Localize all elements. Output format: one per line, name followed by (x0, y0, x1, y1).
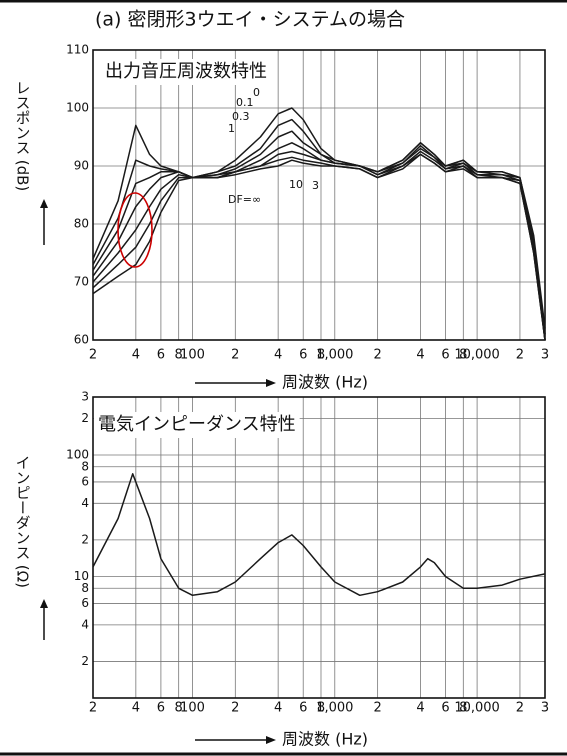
x-tick-label: 3 (541, 701, 549, 716)
curve-label: 0 (253, 86, 260, 99)
x-tick-label: 1,000 (316, 348, 353, 363)
x-tick-label: 8 (317, 348, 325, 363)
curve-label: 3 (312, 179, 319, 192)
curve (92, 130, 546, 335)
x-axis-label: 周波数 (Hz) (282, 730, 368, 749)
curve (92, 153, 546, 341)
curve-label: DF=∞ (228, 193, 261, 206)
x-tick-label: 8 (459, 701, 467, 716)
y-axis-label: レスポンス (dB) (14, 80, 32, 191)
x-tick-label: 100 (180, 348, 205, 363)
x-tick-label: 1,000 (316, 701, 353, 716)
curve (92, 150, 546, 341)
x-tick-label: 4 (274, 701, 282, 716)
y-tick-label: 6 (81, 596, 89, 610)
title-backing (101, 59, 271, 85)
y-tick-label: 100 (66, 101, 89, 115)
x-tick-label: 100 (180, 701, 205, 716)
x-tick-label: 8 (459, 348, 467, 363)
x-tick-label: 2 (89, 348, 97, 363)
x-tick-label: 4 (416, 348, 424, 363)
y-axis-arrowhead (40, 599, 48, 608)
x-tick-label: 8 (317, 701, 325, 716)
plot-frame (92, 49, 546, 341)
x-tick-label: 10,000 (454, 348, 500, 363)
curve (92, 473, 546, 597)
plot-frame (92, 396, 546, 699)
x-tick-label: 4 (416, 701, 424, 716)
x-tick-label: 2 (89, 701, 97, 716)
y-tick-label: 4 (81, 617, 89, 631)
curve-label: 1 (228, 122, 235, 135)
x-tick-label: 2 (373, 348, 381, 363)
x-axis-arrowhead (266, 736, 276, 744)
title-backing (94, 412, 300, 438)
x-tick-label: 6 (157, 348, 165, 363)
y-tick-label: 8 (81, 459, 89, 473)
curve-label: 0.1 (236, 96, 254, 109)
y-tick-label: 2 (81, 654, 89, 668)
x-tick-label: 4 (274, 348, 282, 363)
y-tick-label: 100 (66, 447, 89, 461)
y-tick-label: 60 (74, 333, 89, 347)
x-tick-label: 2 (231, 701, 239, 716)
y-axis-arrowhead (40, 199, 48, 208)
x-tick-label: 2 (373, 701, 381, 716)
highlight-ellipse (117, 192, 153, 268)
y-tick-label: 8 (81, 581, 89, 595)
x-tick-label: 6 (441, 348, 449, 363)
curve (92, 153, 546, 341)
chart-title: 電気インピーダンス特性 (98, 414, 296, 435)
y-tick-label: 4 (81, 496, 89, 510)
x-axis-arrowhead (266, 379, 276, 387)
x-tick-label: 2 (231, 348, 239, 363)
x-tick-label: 6 (299, 348, 307, 363)
y-tick-label: 6 (81, 474, 89, 488)
curve-label: 10 (289, 178, 303, 191)
y-tick-label: 70 (74, 275, 89, 289)
y-tick-label: 2 (81, 532, 89, 546)
x-tick-label: 8 (175, 348, 183, 363)
y-tick-label: 2 (81, 411, 89, 425)
y-tick-label: 3 (81, 390, 89, 404)
x-tick-label: 6 (299, 701, 307, 716)
y-tick-label: 80 (74, 217, 89, 231)
x-axis-label: 周波数 (Hz) (282, 373, 368, 392)
y-tick-label: 110 (66, 43, 89, 57)
x-tick-label: 2 (516, 348, 524, 363)
page-title: (a) 密閉形3ウエイ・システムの場合 (95, 9, 405, 31)
x-tick-label: 3 (541, 348, 549, 363)
x-tick-label: 6 (157, 701, 165, 716)
chart-title: 出力音圧周波数特性 (105, 61, 267, 82)
y-tick-label: 90 (74, 159, 89, 173)
x-tick-label: 4 (132, 701, 140, 716)
x-tick-label: 10,000 (454, 701, 500, 716)
y-axis-label: インピーダンス (Ω) (14, 455, 32, 588)
y-tick-label: 10 (74, 569, 89, 583)
x-tick-label: 4 (132, 348, 140, 363)
x-tick-label: 8 (175, 701, 183, 716)
x-tick-label: 2 (516, 701, 524, 716)
curve-label: 0.3 (232, 110, 250, 123)
x-tick-label: 6 (441, 701, 449, 716)
